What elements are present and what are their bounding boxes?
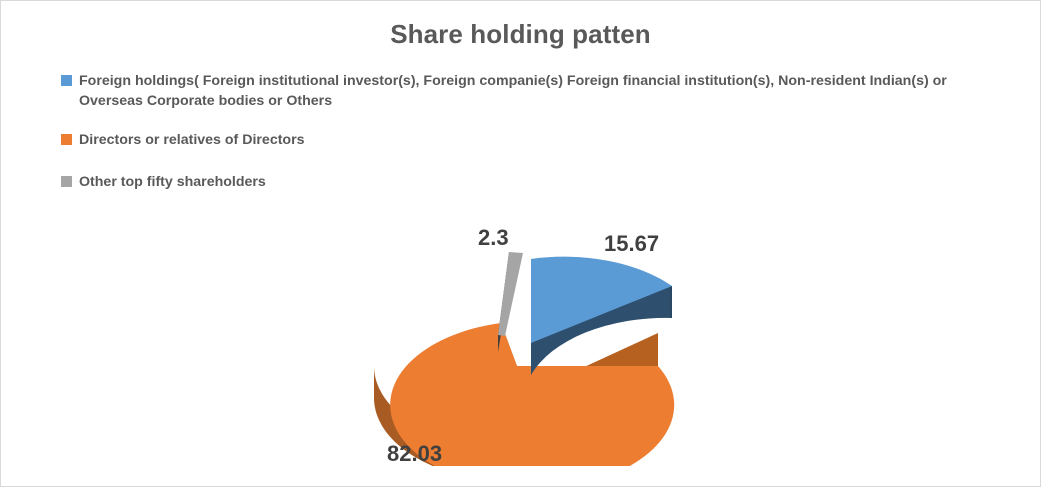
- data-label-other-top-fifty: 2.3: [478, 225, 509, 250]
- data-label-directors: 82.03: [387, 441, 443, 466]
- legend-item-label: Foreign holdings( Foreign institutional …: [79, 73, 947, 110]
- pie-plot-area: 15.67 2.3 82.03: [1, 206, 1040, 486]
- legend-swatch-square-icon: [61, 134, 72, 146]
- pie-slice-side-foreign-holdings: [531, 285, 672, 375]
- legend-item-directors[interactable]: Directors or relatives of Directors: [61, 130, 1001, 150]
- pie-slice-top-foreign-holdings: [531, 256, 672, 343]
- legend-item-label: Directors or relatives of Directors: [79, 132, 305, 149]
- legend-item-other-top-fifty[interactable]: Other top fifty shareholders: [61, 172, 1001, 192]
- pie-slice-top-other-top-fifty: [498, 252, 523, 336]
- legend-swatch-square-icon: [61, 176, 72, 188]
- pie-slice-foreign-holdings[interactable]: [531, 256, 672, 375]
- legend-item-foreign-holdings[interactable]: Foreign holdings( Foreign institutional …: [61, 71, 1001, 111]
- chart-legend: Foreign holdings( Foreign institutional …: [61, 71, 1001, 212]
- chart-title: Share holding patten: [390, 19, 651, 49]
- pie-slice-directors[interactable]: [374, 323, 675, 466]
- pie-slice-cut-wall2-foreign-holdings: [670, 286, 672, 318]
- data-label-foreign-holdings: 15.67: [604, 231, 660, 256]
- pie-slice-other-top-fifty[interactable]: [498, 252, 523, 352]
- legend-swatch-square-icon: [61, 75, 72, 86]
- pie-slice-top-directors: [390, 323, 675, 466]
- legend-item-label: Other top fifty shareholders: [79, 174, 266, 191]
- pie-chart-graphic: [374, 252, 675, 466]
